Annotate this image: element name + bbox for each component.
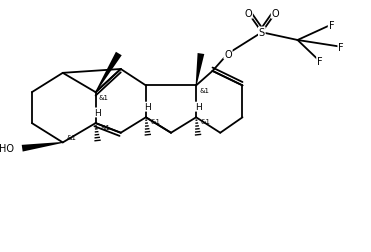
Text: F: F bbox=[338, 43, 344, 53]
Polygon shape bbox=[196, 54, 204, 86]
Text: O: O bbox=[272, 9, 279, 19]
Polygon shape bbox=[22, 142, 63, 152]
Text: O: O bbox=[244, 9, 252, 19]
Text: H: H bbox=[195, 103, 201, 112]
Text: &1: &1 bbox=[67, 134, 77, 140]
Text: HO: HO bbox=[0, 144, 14, 154]
Text: H: H bbox=[144, 103, 151, 112]
Polygon shape bbox=[95, 53, 122, 93]
Text: H: H bbox=[94, 109, 101, 117]
Text: &1: &1 bbox=[201, 119, 211, 125]
Text: S: S bbox=[259, 28, 265, 38]
Text: O: O bbox=[224, 49, 232, 59]
Text: &1: &1 bbox=[101, 124, 111, 131]
Text: &1: &1 bbox=[199, 88, 209, 94]
Text: &1: &1 bbox=[151, 119, 161, 125]
Text: &1: &1 bbox=[99, 94, 109, 101]
Text: F: F bbox=[329, 20, 334, 30]
Text: F: F bbox=[317, 57, 323, 67]
